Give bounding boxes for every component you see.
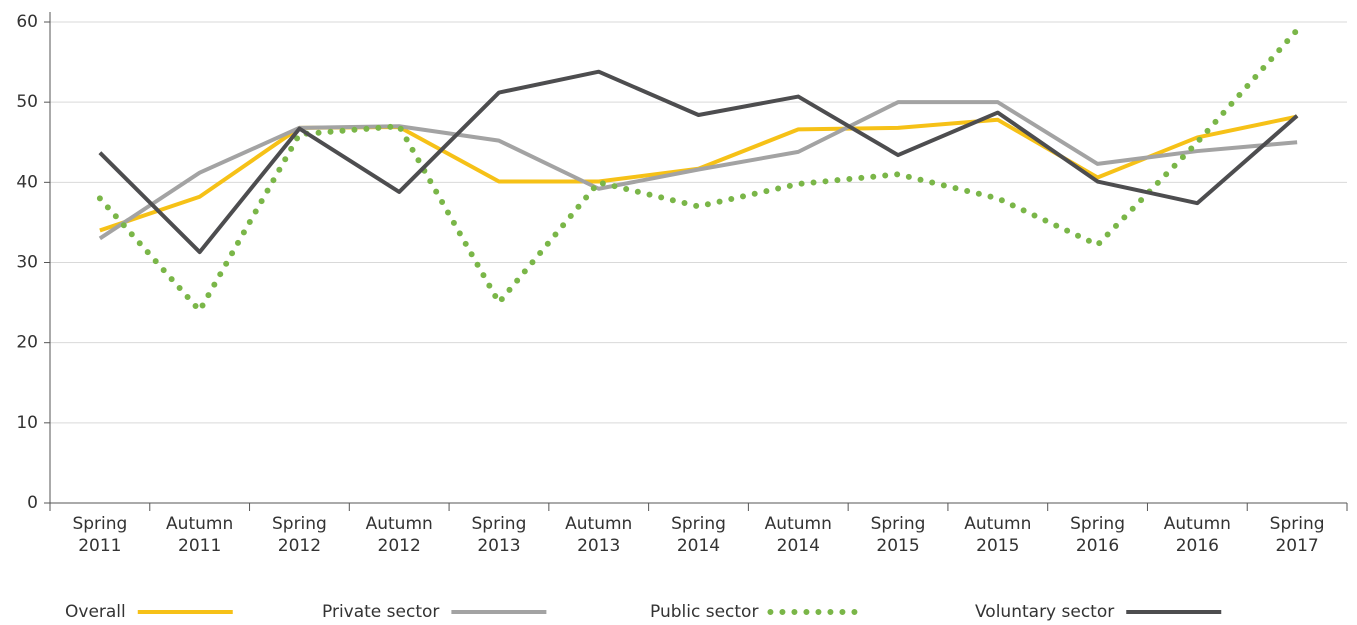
x-tick-label: Spring 2017	[1269, 514, 1325, 556]
x-tick-label: Spring 2015	[870, 514, 926, 556]
legend-label: Private sector	[322, 602, 439, 622]
y-tick-label: 60	[16, 12, 38, 32]
x-tick-label: Spring 2016	[1070, 514, 1125, 556]
series-line	[99, 114, 1298, 233]
series-line	[96, 27, 1301, 316]
y-tick-label: 30	[16, 253, 38, 273]
x-tick-label: Autumn 2012	[365, 514, 433, 556]
x-tick-label: Spring 2012	[271, 514, 327, 556]
y-tick-label: 10	[16, 413, 38, 433]
x-tick-label: Autumn 2014	[764, 514, 832, 556]
y-tick-label: 0	[27, 493, 38, 513]
x-tick-label: Autumn 2015	[964, 514, 1032, 556]
legend-label: Voluntary sector	[975, 602, 1114, 622]
y-tick-label: 40	[16, 172, 38, 192]
x-tick-label: Autumn 2011	[166, 514, 234, 556]
y-tick-label: 50	[16, 92, 38, 112]
x-tick-label: Spring 2013	[471, 514, 527, 556]
legend-label: Overall	[65, 602, 126, 622]
y-tick-label: 20	[16, 333, 38, 353]
x-tick-label: Autumn 2016	[1163, 514, 1231, 556]
legend-label: Public sector	[650, 602, 758, 622]
x-tick-label: Autumn 2013	[565, 514, 633, 556]
x-tick-label: Spring 2014	[671, 514, 726, 556]
series-line	[98, 69, 1299, 255]
x-tick-label: Spring 2011	[72, 514, 128, 556]
